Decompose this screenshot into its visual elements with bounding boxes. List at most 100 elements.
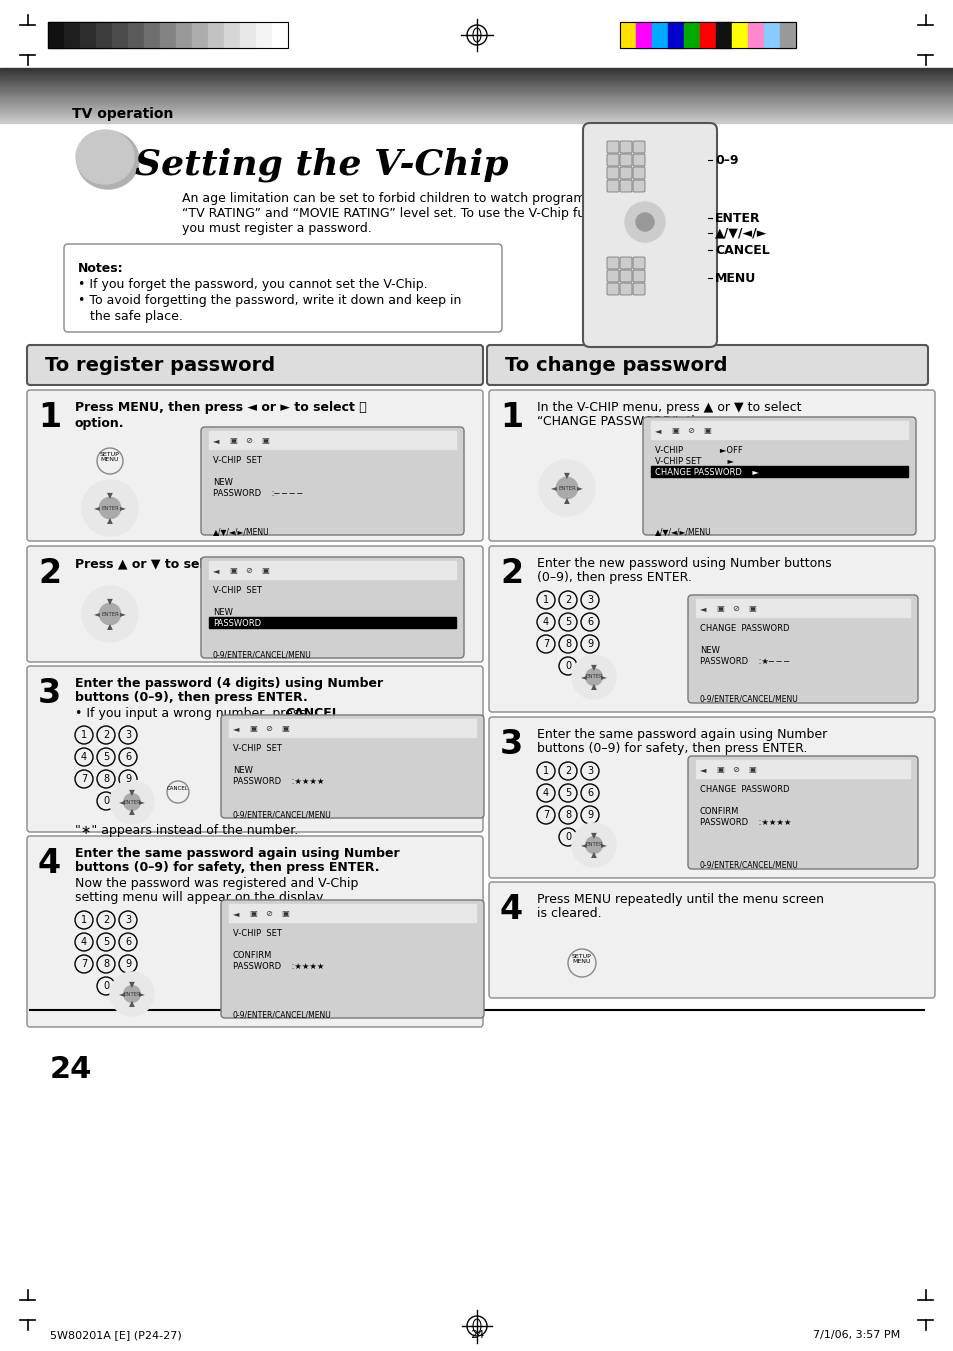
Text: Enter the same password again using Number: Enter the same password again using Numb… <box>537 728 826 740</box>
Bar <box>0 73 953 74</box>
Text: 8: 8 <box>103 774 109 784</box>
FancyBboxPatch shape <box>633 168 644 178</box>
Bar <box>667 22 683 49</box>
Text: 0-9/ENTER/CANCEL/MENU: 0-9/ENTER/CANCEL/MENU <box>233 811 332 819</box>
Text: ►: ► <box>119 609 126 619</box>
Text: ◄: ◄ <box>700 604 706 613</box>
Text: ◄: ◄ <box>119 989 125 998</box>
Text: ◄: ◄ <box>580 673 586 681</box>
Circle shape <box>624 203 664 242</box>
Circle shape <box>572 823 616 867</box>
Bar <box>0 108 953 109</box>
Text: ◄: ◄ <box>580 840 586 850</box>
Bar <box>229 904 476 921</box>
FancyBboxPatch shape <box>489 882 934 998</box>
FancyBboxPatch shape <box>633 257 644 269</box>
Text: 2: 2 <box>564 594 571 605</box>
Bar <box>780 22 795 49</box>
Text: ▲/▼/◄/►: ▲/▼/◄/► <box>714 227 766 239</box>
FancyBboxPatch shape <box>619 180 631 192</box>
Bar <box>0 69 953 70</box>
Text: PASSWORD    :─ ─ ─ ─: PASSWORD :─ ─ ─ ─ <box>213 489 302 499</box>
Text: NEW: NEW <box>213 608 233 617</box>
Text: MENU: MENU <box>572 959 591 965</box>
Circle shape <box>556 477 577 499</box>
Bar <box>209 617 456 628</box>
Text: ▣: ▣ <box>261 436 269 444</box>
Bar <box>0 76 953 77</box>
FancyBboxPatch shape <box>582 123 717 347</box>
Bar <box>0 95 953 97</box>
Text: ▲: ▲ <box>591 682 597 692</box>
Text: Notes:: Notes: <box>78 262 124 276</box>
Text: ▣: ▣ <box>229 566 236 576</box>
Bar <box>208 22 224 49</box>
Text: 3: 3 <box>125 915 131 925</box>
Bar <box>192 22 208 49</box>
Bar <box>650 422 907 439</box>
Text: 0: 0 <box>564 661 571 671</box>
Text: 0: 0 <box>564 832 571 842</box>
Text: 5: 5 <box>564 788 571 798</box>
Bar <box>0 122 953 123</box>
Text: 1: 1 <box>81 915 87 925</box>
Text: ◄: ◄ <box>213 566 219 576</box>
Text: 2: 2 <box>103 915 109 925</box>
Text: CHANGE PASSWORD    ►: CHANGE PASSWORD ► <box>655 467 758 477</box>
Bar <box>272 22 288 49</box>
Text: ENTER: ENTER <box>123 800 141 804</box>
Text: ENTER: ENTER <box>714 212 760 224</box>
Text: 3: 3 <box>586 594 593 605</box>
FancyBboxPatch shape <box>633 154 644 166</box>
Text: CANCEL: CANCEL <box>285 707 339 720</box>
Bar <box>0 85 953 86</box>
Bar <box>0 112 953 113</box>
Text: ▣: ▣ <box>249 724 256 734</box>
Text: ▲: ▲ <box>591 850 597 859</box>
Circle shape <box>110 780 153 824</box>
Text: "∗" appears instead of the number.: "∗" appears instead of the number. <box>75 824 298 838</box>
Text: 6: 6 <box>586 617 593 627</box>
Bar <box>763 22 780 49</box>
Bar <box>0 97 953 99</box>
Text: 4: 4 <box>542 617 549 627</box>
FancyBboxPatch shape <box>486 345 927 385</box>
Bar <box>229 719 476 738</box>
FancyBboxPatch shape <box>27 390 482 540</box>
Bar <box>0 70 953 73</box>
Text: ▼: ▼ <box>129 788 134 797</box>
Text: NEW: NEW <box>213 478 233 486</box>
Text: .: . <box>339 707 344 720</box>
Bar <box>0 91 953 92</box>
Bar <box>160 22 175 49</box>
Text: MENU: MENU <box>714 272 756 285</box>
Bar <box>0 88 953 89</box>
FancyBboxPatch shape <box>687 594 917 703</box>
Text: ▣: ▣ <box>716 604 723 613</box>
Text: ▼: ▼ <box>591 831 597 839</box>
Text: ⊘: ⊘ <box>731 604 739 613</box>
Text: CHANGE  PASSWORD: CHANGE PASSWORD <box>700 624 789 634</box>
Text: 6: 6 <box>586 788 593 798</box>
Bar <box>0 81 953 82</box>
Bar <box>0 100 953 101</box>
Text: ►: ► <box>600 673 606 681</box>
Text: ▣: ▣ <box>716 765 723 774</box>
Text: V-CHIP SET          ►: V-CHIP SET ► <box>655 457 733 466</box>
Text: ▼: ▼ <box>107 597 112 605</box>
Text: 3: 3 <box>38 677 61 711</box>
Text: TV operation: TV operation <box>71 107 173 122</box>
Text: ◄: ◄ <box>551 484 557 493</box>
Text: Enter the password (4 digits) using Number: Enter the password (4 digits) using Numb… <box>75 677 383 690</box>
Text: ▣: ▣ <box>670 426 679 435</box>
Bar <box>0 88 953 91</box>
Bar <box>0 99 953 100</box>
FancyBboxPatch shape <box>27 345 482 385</box>
FancyBboxPatch shape <box>489 390 934 540</box>
Text: “TV RATING” and “MOVIE RATING” level set. To use the V-Chip function,: “TV RATING” and “MOVIE RATING” level set… <box>182 207 627 220</box>
Text: PASSWORD    :★─ ─ ─: PASSWORD :★─ ─ ─ <box>700 657 788 666</box>
Bar <box>209 561 456 580</box>
Bar <box>64 22 80 49</box>
Text: CONFIRM: CONFIRM <box>700 807 739 816</box>
Circle shape <box>585 669 601 685</box>
